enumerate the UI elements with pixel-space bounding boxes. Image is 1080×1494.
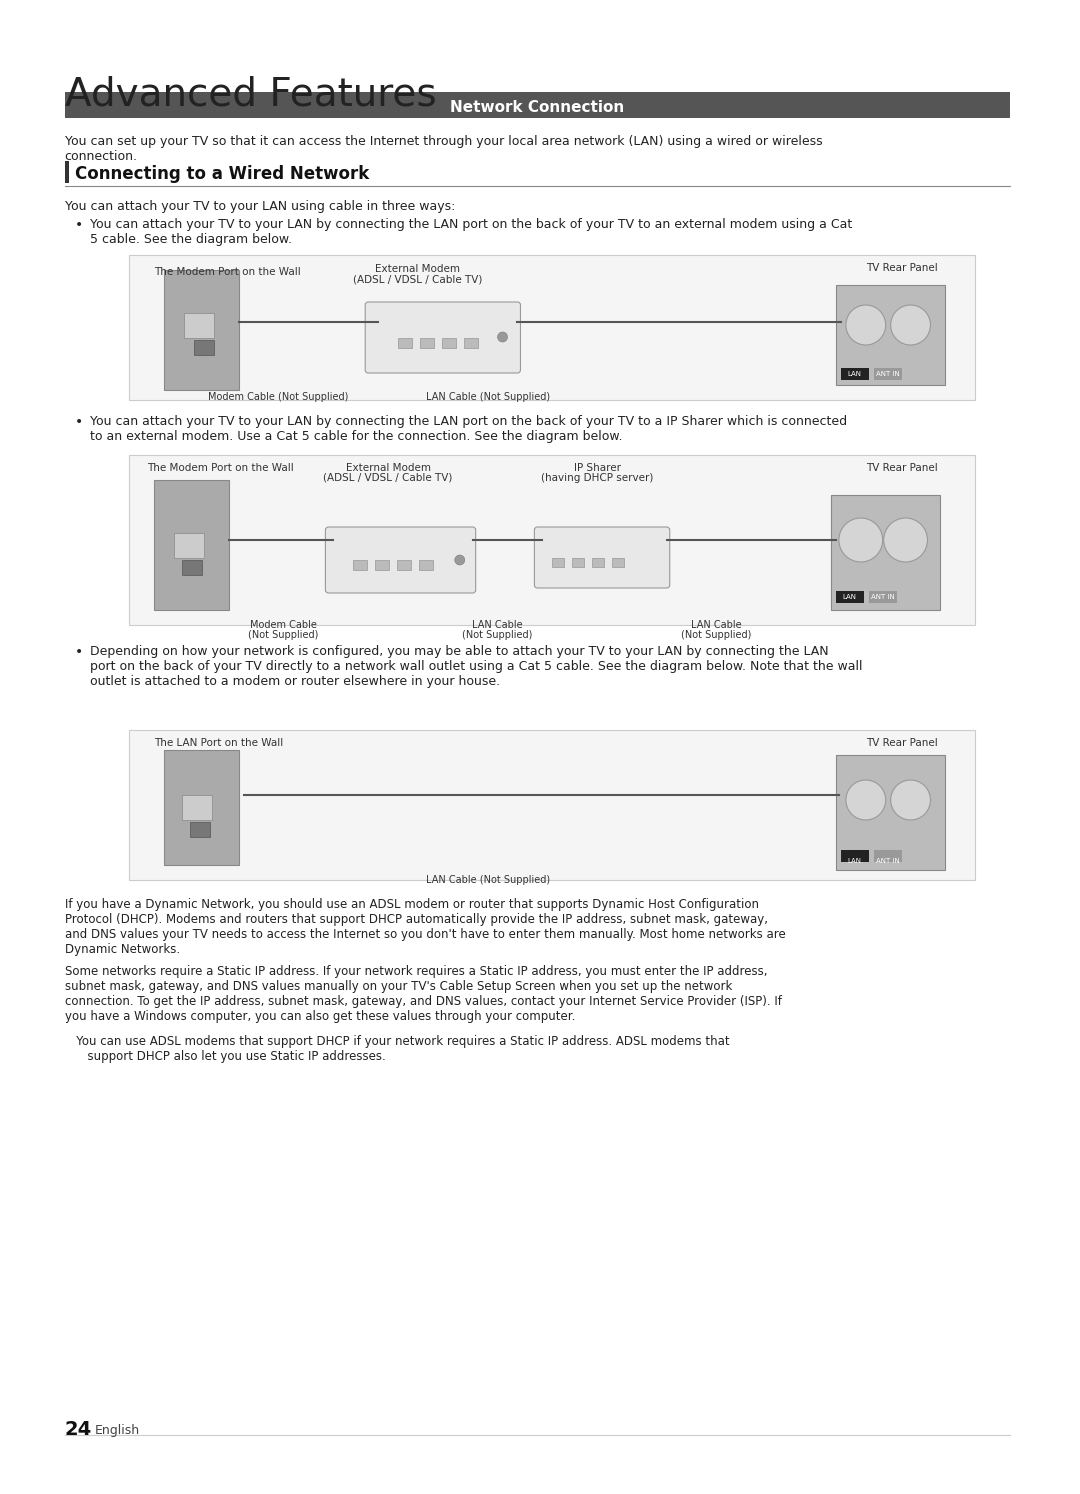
Bar bbox=[419, 560, 433, 571]
Text: The Modem Port on the Wall: The Modem Port on the Wall bbox=[147, 463, 294, 474]
Text: LAN Cable: LAN Cable bbox=[472, 620, 523, 630]
Text: TV Rear Panel: TV Rear Panel bbox=[866, 738, 937, 748]
Bar bbox=[174, 533, 204, 557]
Text: The Modem Port on the Wall: The Modem Port on the Wall bbox=[154, 267, 301, 276]
Circle shape bbox=[839, 518, 882, 562]
Text: English: English bbox=[95, 1424, 139, 1437]
Bar bbox=[612, 557, 624, 568]
Text: ANT IN: ANT IN bbox=[870, 595, 894, 601]
Circle shape bbox=[498, 332, 508, 342]
Text: You can attach your TV to your LAN by connecting the LAN port on the back of you: You can attach your TV to your LAN by co… bbox=[90, 218, 852, 247]
Bar bbox=[841, 368, 868, 379]
Bar bbox=[164, 750, 239, 865]
Text: LAN Cable (Not Supplied): LAN Cable (Not Supplied) bbox=[426, 391, 550, 402]
Text: (having DHCP server): (having DHCP server) bbox=[541, 474, 653, 483]
Text: •: • bbox=[75, 645, 83, 659]
Text: Depending on how your network is configured, you may be able to attach your TV t: Depending on how your network is configu… bbox=[90, 645, 862, 689]
Text: (ADSL / VDSL / Cable TV): (ADSL / VDSL / Cable TV) bbox=[323, 474, 453, 483]
Text: External Modem: External Modem bbox=[346, 463, 431, 474]
Bar bbox=[836, 592, 864, 604]
Bar bbox=[841, 850, 868, 862]
Circle shape bbox=[846, 780, 886, 820]
Bar bbox=[463, 338, 477, 348]
Text: You can attach your TV to your LAN by connecting the LAN port on the back of you: You can attach your TV to your LAN by co… bbox=[90, 415, 847, 444]
Text: ANT IN: ANT IN bbox=[876, 858, 900, 864]
Text: If you have a Dynamic Network, you should use an ADSL modem or router that suppo: If you have a Dynamic Network, you shoul… bbox=[65, 898, 785, 956]
Text: (Not Supplied): (Not Supplied) bbox=[248, 630, 319, 639]
Text: LAN Cable: LAN Cable bbox=[691, 620, 742, 630]
Text: (Not Supplied): (Not Supplied) bbox=[681, 630, 752, 639]
Bar bbox=[190, 822, 210, 837]
Text: Connecting to a Wired Network: Connecting to a Wired Network bbox=[75, 164, 369, 182]
Circle shape bbox=[891, 780, 931, 820]
FancyBboxPatch shape bbox=[535, 527, 670, 589]
Bar bbox=[65, 161, 69, 182]
Bar bbox=[375, 560, 389, 571]
Bar bbox=[183, 795, 212, 820]
Bar bbox=[836, 285, 945, 385]
FancyBboxPatch shape bbox=[325, 527, 475, 593]
Text: TV Rear Panel: TV Rear Panel bbox=[866, 463, 937, 474]
FancyBboxPatch shape bbox=[365, 302, 521, 374]
Bar bbox=[572, 557, 584, 568]
Bar bbox=[164, 270, 239, 390]
Text: LAN: LAN bbox=[842, 595, 856, 601]
Text: (Not Supplied): (Not Supplied) bbox=[462, 630, 532, 639]
Text: (ADSL / VDSL / Cable TV): (ADSL / VDSL / Cable TV) bbox=[353, 273, 483, 284]
Circle shape bbox=[455, 554, 464, 565]
Text: LAN Cable (Not Supplied): LAN Cable (Not Supplied) bbox=[426, 875, 550, 884]
Bar bbox=[874, 850, 902, 862]
Circle shape bbox=[891, 305, 931, 345]
Bar bbox=[836, 754, 945, 870]
Bar bbox=[552, 557, 564, 568]
FancyBboxPatch shape bbox=[65, 93, 1010, 118]
Bar bbox=[874, 368, 902, 379]
Text: Modem Cable: Modem Cable bbox=[251, 620, 318, 630]
Text: •: • bbox=[75, 218, 83, 232]
Text: TV Rear Panel: TV Rear Panel bbox=[866, 263, 937, 273]
Bar bbox=[831, 495, 941, 610]
FancyBboxPatch shape bbox=[130, 731, 975, 880]
Text: You can use ADSL modems that support DHCP if your network requires a Static IP a: You can use ADSL modems that support DHC… bbox=[65, 1035, 729, 1064]
Circle shape bbox=[883, 518, 928, 562]
Bar bbox=[442, 338, 456, 348]
FancyBboxPatch shape bbox=[130, 456, 975, 624]
Bar bbox=[399, 338, 411, 348]
Text: Network Connection: Network Connection bbox=[450, 100, 624, 115]
Text: External Modem: External Modem bbox=[376, 264, 460, 273]
Text: LAN: LAN bbox=[848, 371, 862, 376]
Text: Modem Cable (Not Supplied): Modem Cable (Not Supplied) bbox=[208, 391, 349, 402]
Bar bbox=[397, 560, 411, 571]
Text: •: • bbox=[75, 415, 83, 429]
Text: 24: 24 bbox=[65, 1419, 92, 1439]
Bar bbox=[183, 560, 202, 575]
Text: Some networks require a Static IP address. If your network requires a Static IP : Some networks require a Static IP addres… bbox=[65, 965, 782, 1023]
Bar bbox=[154, 480, 229, 610]
Bar bbox=[184, 314, 214, 338]
Text: The LAN Port on the Wall: The LAN Port on the Wall bbox=[154, 738, 283, 748]
Text: Advanced Features: Advanced Features bbox=[65, 75, 436, 114]
FancyBboxPatch shape bbox=[130, 255, 975, 400]
Bar bbox=[194, 341, 214, 356]
Text: LAN: LAN bbox=[848, 858, 862, 864]
Bar bbox=[420, 338, 434, 348]
Text: IP Sharer: IP Sharer bbox=[573, 463, 621, 474]
Bar bbox=[868, 592, 896, 604]
Text: You can attach your TV to your LAN using cable in three ways:: You can attach your TV to your LAN using… bbox=[65, 200, 455, 214]
Text: ANT IN: ANT IN bbox=[876, 371, 900, 376]
Circle shape bbox=[846, 305, 886, 345]
Bar bbox=[353, 560, 367, 571]
Text: You can set up your TV so that it can access the Internet through your local are: You can set up your TV so that it can ac… bbox=[65, 134, 822, 163]
Bar bbox=[592, 557, 604, 568]
